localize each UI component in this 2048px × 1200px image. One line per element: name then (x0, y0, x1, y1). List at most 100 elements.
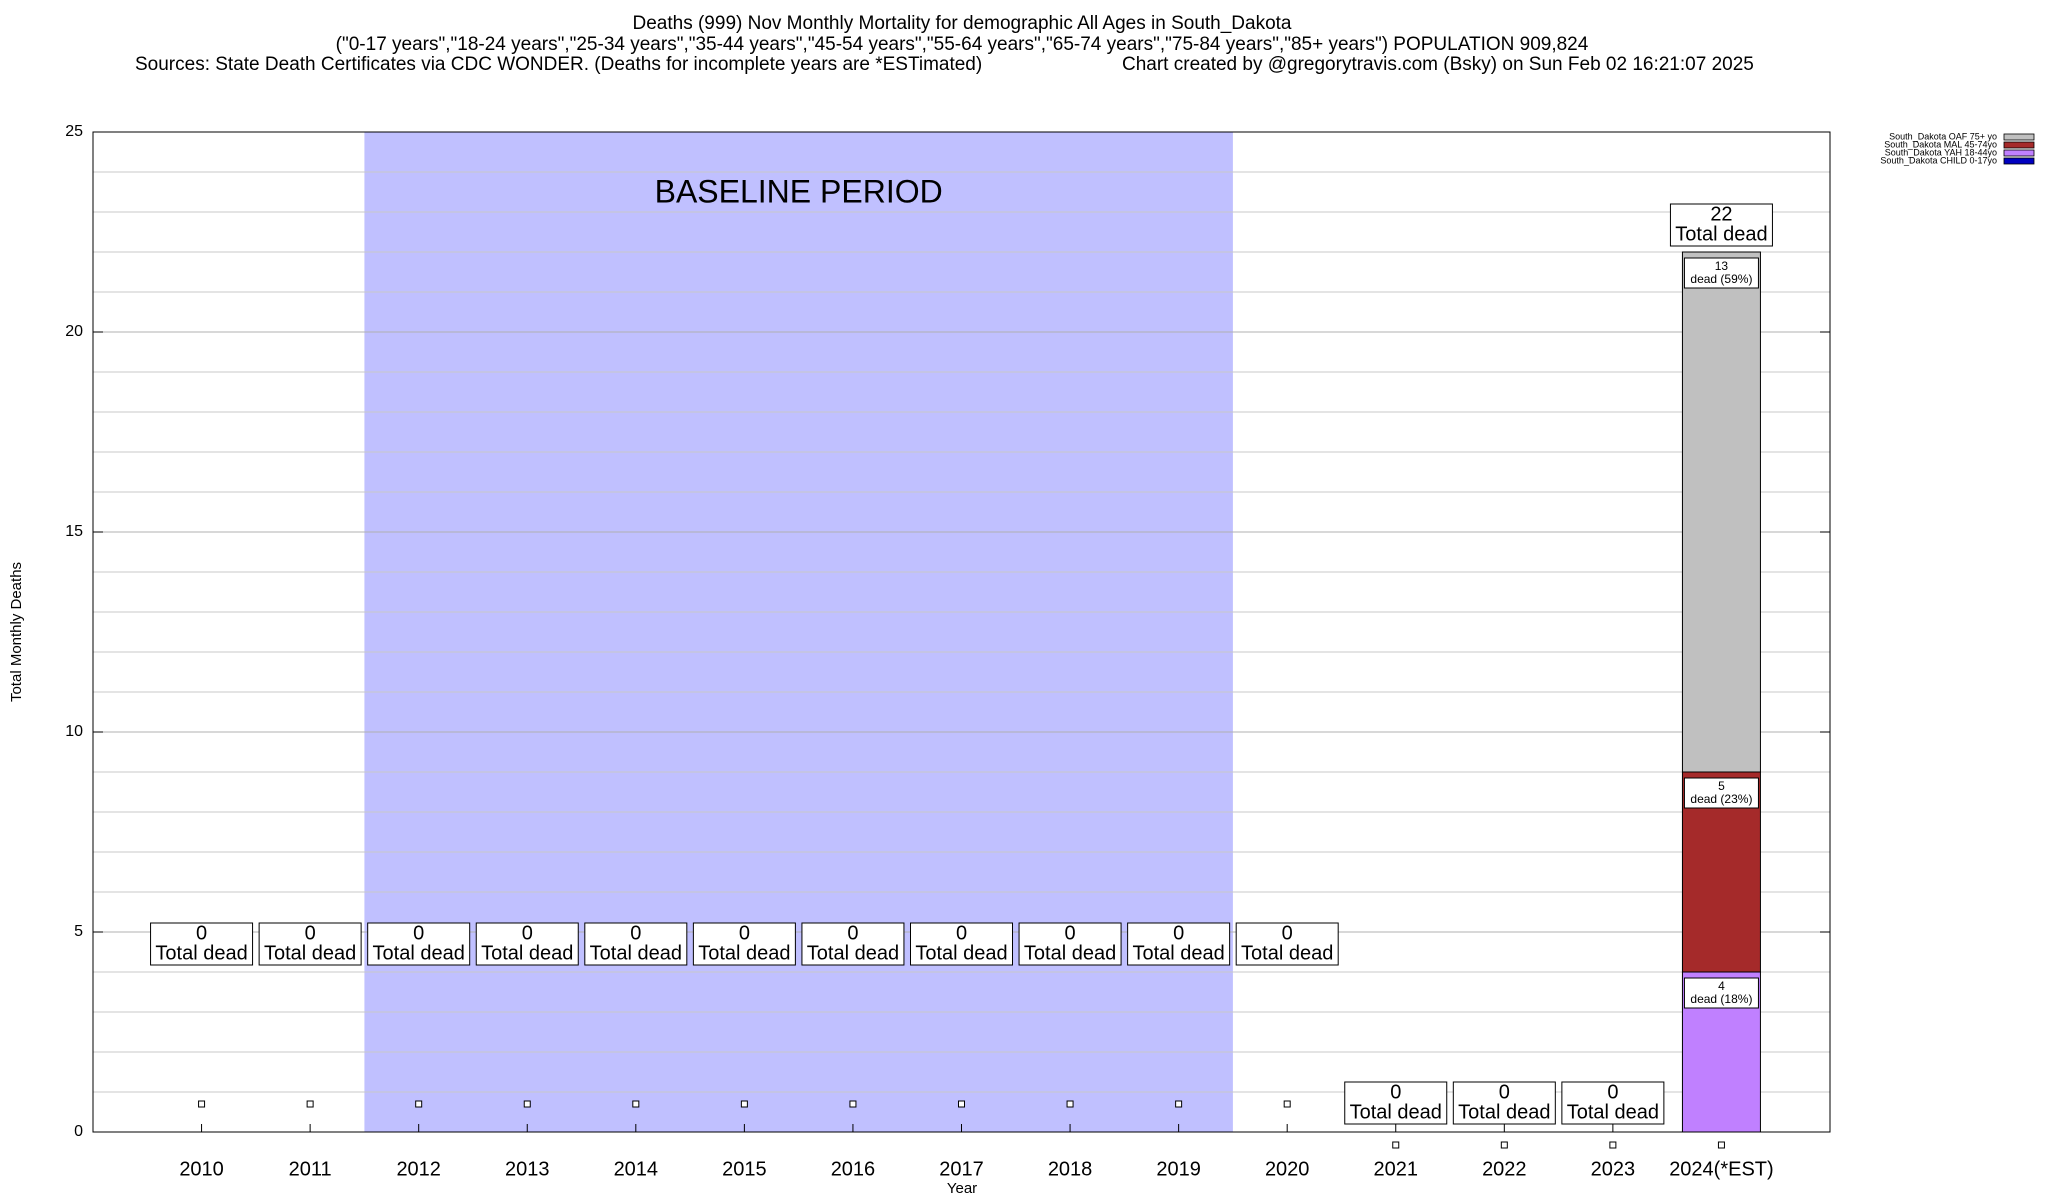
total-label-box (1018, 922, 1122, 966)
chart-credit: Chart created by @gregorytravis.com (Bsk… (1122, 54, 1754, 75)
total-value: 0 (630, 922, 641, 944)
x-tick-label: 2014 (614, 1158, 659, 1180)
total-value: 0 (956, 922, 967, 944)
x-tick-label: 2013 (505, 1158, 550, 1180)
total-label: Total dead (481, 942, 573, 964)
legend-label: South_Dakota OAF 75+ yo (1889, 131, 1997, 141)
point-marker (1066, 1100, 1074, 1108)
x-tick-label: 2017 (939, 1158, 984, 1180)
x-tick-label: 2010 (179, 1158, 224, 1180)
segment-label-box (1683, 977, 1759, 1009)
x-tick-label: 2018 (1048, 1158, 1093, 1180)
x-tick-label: 2015 (722, 1158, 767, 1180)
y-tick-label: 5 (74, 923, 83, 940)
y-tick-label: 10 (65, 723, 83, 740)
x-tick-label: 2016 (831, 1158, 876, 1180)
x-tick-label: 2020 (1265, 1158, 1310, 1180)
point-marker (523, 1100, 531, 1108)
legend-label: South_Dakota CHILD 0-17yo (1880, 155, 1997, 165)
segment-value-label: 4 (1718, 979, 1725, 993)
chart-subtitle: ("0-17 years","18-24 years","25-34 years… (336, 34, 1589, 55)
total-label: Total dead (807, 942, 899, 964)
total-label: Total dead (1024, 942, 1116, 964)
point-marker (632, 1100, 640, 1108)
total-label: Total dead (915, 942, 1007, 964)
point-marker (1175, 1100, 1183, 1108)
total-label-box (1561, 1081, 1665, 1125)
x-tick-label: 2012 (396, 1158, 441, 1180)
y-tick-label: 0 (74, 1123, 83, 1140)
total-label: Total dead (698, 942, 790, 964)
total-label-box (475, 922, 579, 966)
total-label: Total dead (1350, 1101, 1442, 1123)
x-tick-label: 2023 (1591, 1158, 1636, 1180)
point-marker (1283, 1100, 1291, 1108)
total-value: 0 (1390, 1081, 1401, 1103)
total-label-box (801, 922, 905, 966)
y-tick-label: 20 (65, 323, 83, 340)
total-label-box (258, 922, 362, 966)
baseline-region (364, 132, 1233, 1132)
point-marker (849, 1100, 857, 1108)
total-value: 0 (1173, 922, 1184, 944)
total-label: Total dead (155, 942, 247, 964)
x-axis-label: Year (947, 1180, 977, 1197)
total-label-box (367, 922, 471, 966)
legend-label: South_Dakota YAH 18-44yo (1885, 147, 1997, 157)
total-label: Total dead (1567, 1101, 1659, 1123)
chart-sources: Sources: State Death Certificates via CD… (135, 54, 982, 75)
total-label: Total dead (1675, 223, 1767, 245)
total-value: 0 (1607, 1081, 1618, 1103)
legend-swatch (2003, 133, 2035, 141)
point-marker (1609, 1141, 1617, 1149)
segment-percent-label: dead (23%) (1690, 792, 1752, 806)
point-marker (740, 1100, 748, 1108)
x-tick-label: 2024(*EST) (1669, 1158, 1774, 1180)
total-label-box (584, 922, 688, 966)
total-label-box (1669, 203, 1773, 247)
legend-swatch (2003, 149, 2035, 157)
point-marker (198, 1100, 206, 1108)
total-label-box (692, 922, 796, 966)
y-tick-label: 15 (65, 523, 83, 540)
total-label: Total dead (1241, 942, 1333, 964)
segment-label-box (1683, 257, 1759, 289)
total-label-box (1127, 922, 1231, 966)
total-label-box (1344, 1081, 1448, 1125)
baseline-label: BASELINE PERIOD (655, 173, 943, 209)
point-marker (1392, 1141, 1400, 1149)
total-value: 0 (739, 922, 750, 944)
y-axis-label: Total Monthly Deaths (8, 562, 25, 702)
plot-frame (92, 131, 1831, 1133)
total-value: 0 (1065, 922, 1076, 944)
total-label: Total dead (264, 942, 356, 964)
total-label: Total dead (1132, 942, 1224, 964)
total-value: 0 (196, 922, 207, 944)
total-value: 0 (305, 922, 316, 944)
total-value: 0 (847, 922, 858, 944)
point-marker (415, 1100, 423, 1108)
total-label-box (1452, 1081, 1556, 1125)
legend-label: South_Dakota MAL 45-74yo (1884, 139, 1997, 149)
bar-segment (1681, 251, 1761, 773)
x-tick-label: 2011 (289, 1158, 332, 1180)
total-value: 0 (522, 922, 533, 944)
segment-percent-label: dead (59%) (1690, 272, 1752, 286)
x-tick-label: 2019 (1156, 1158, 1201, 1180)
total-label-box (1235, 922, 1339, 966)
point-marker (1500, 1141, 1508, 1149)
y-tick-label: 25 (65, 123, 83, 140)
total-value: 0 (1282, 922, 1293, 944)
point-marker (958, 1100, 965, 1108)
total-label: Total dead (590, 942, 682, 964)
segment-percent-label: dead (18%) (1690, 992, 1752, 1006)
segment-value-label: 13 (1715, 259, 1729, 273)
x-tick-label: 2022 (1482, 1158, 1527, 1180)
total-label-box (910, 922, 1013, 966)
chart-title: Deaths (999) Nov Monthly Mortality for d… (633, 13, 1292, 34)
legend-swatch (2003, 157, 2035, 165)
legend-swatch (2003, 141, 2035, 149)
point-marker (1717, 1141, 1725, 1149)
